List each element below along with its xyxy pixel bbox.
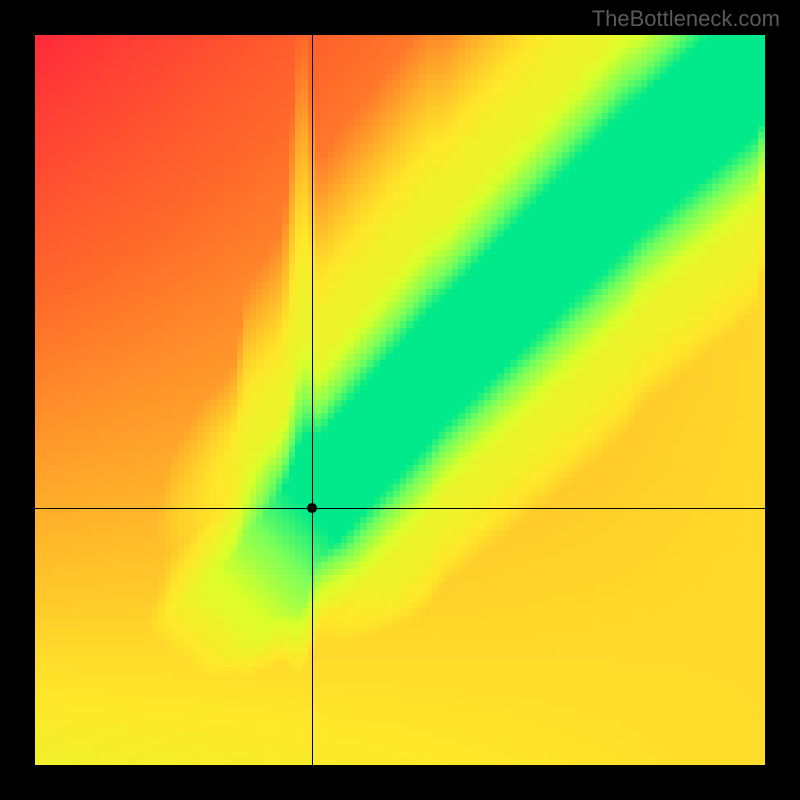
crosshair-horizontal — [35, 508, 765, 509]
heatmap-canvas — [35, 35, 765, 765]
crosshair-vertical — [312, 35, 313, 765]
heatmap-plot — [35, 35, 765, 765]
watermark-text: TheBottleneck.com — [592, 6, 780, 32]
bottleneck-marker — [307, 503, 317, 513]
